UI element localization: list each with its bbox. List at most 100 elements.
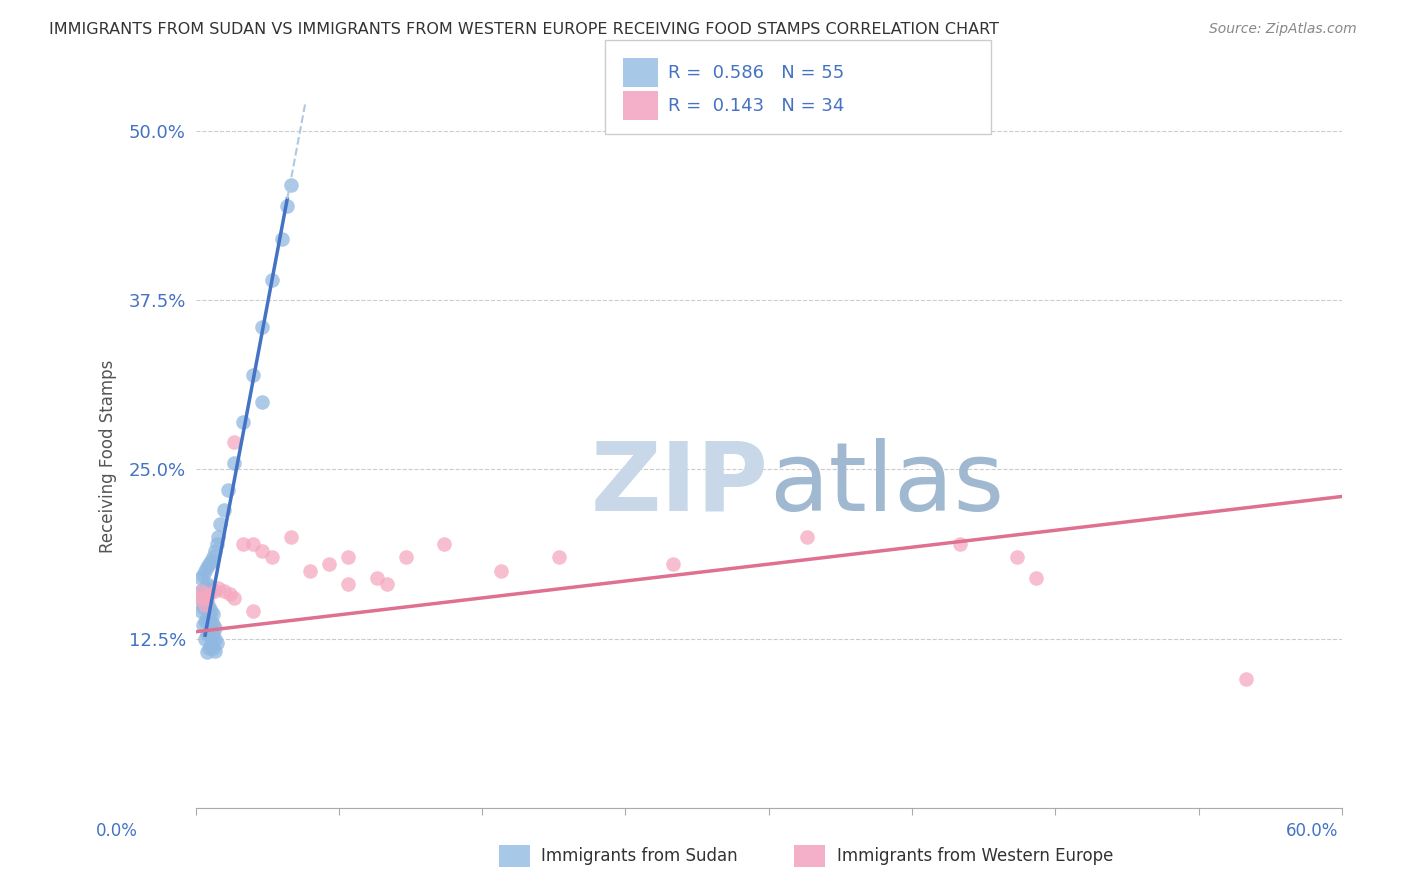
Point xyxy=(212,503,235,517)
Point xyxy=(200,622,222,636)
Point xyxy=(201,627,224,641)
Point xyxy=(193,568,215,582)
Point xyxy=(1005,550,1028,565)
Point xyxy=(194,564,217,578)
Point xyxy=(375,577,398,591)
Text: IMMIGRANTS FROM SUDAN VS IMMIGRANTS FROM WESTERN EUROPE RECEIVING FOOD STAMPS CO: IMMIGRANTS FROM SUDAN VS IMMIGRANTS FROM… xyxy=(49,22,1000,37)
Point xyxy=(198,557,221,571)
Point xyxy=(190,584,212,599)
Point xyxy=(188,591,211,605)
Point xyxy=(796,530,818,544)
Point xyxy=(193,587,215,601)
Point xyxy=(195,591,218,605)
Point xyxy=(204,632,226,646)
Point xyxy=(201,550,224,565)
Point xyxy=(198,600,221,615)
Text: Immigrants from Western Europe: Immigrants from Western Europe xyxy=(837,847,1114,865)
Point xyxy=(204,621,226,635)
Point xyxy=(260,550,283,565)
Point xyxy=(198,640,221,655)
Point xyxy=(190,571,212,585)
Point xyxy=(195,611,218,625)
Point xyxy=(190,605,212,619)
Point xyxy=(232,415,254,429)
Point xyxy=(200,584,222,599)
Point xyxy=(1234,672,1257,686)
Point xyxy=(276,199,298,213)
Point xyxy=(219,587,242,601)
Point xyxy=(194,598,217,612)
Point xyxy=(212,584,235,599)
Point xyxy=(194,632,217,646)
Point xyxy=(209,516,232,531)
Point xyxy=(252,543,274,558)
Point xyxy=(366,571,388,585)
Point xyxy=(222,435,245,450)
Point xyxy=(242,537,264,551)
Text: R =  0.143   N = 34: R = 0.143 N = 34 xyxy=(668,96,844,115)
Point xyxy=(194,614,217,628)
Text: Source: ZipAtlas.com: Source: ZipAtlas.com xyxy=(1209,22,1357,37)
Text: R =  0.586   N = 55: R = 0.586 N = 55 xyxy=(668,63,844,82)
Point xyxy=(198,624,221,639)
Point xyxy=(252,394,274,409)
Point xyxy=(242,368,264,382)
Text: 0.0%: 0.0% xyxy=(96,822,138,840)
Point xyxy=(198,587,221,601)
Point xyxy=(194,582,217,596)
Point xyxy=(200,605,222,619)
Point xyxy=(547,550,569,565)
Point xyxy=(188,591,211,605)
Point xyxy=(232,537,254,551)
Point xyxy=(242,605,264,619)
Point xyxy=(217,483,239,497)
Point xyxy=(299,564,322,578)
Point xyxy=(433,537,456,551)
Point xyxy=(198,608,221,623)
Point xyxy=(337,577,360,591)
Point xyxy=(318,557,340,571)
Text: ZIP: ZIP xyxy=(591,438,769,531)
Point xyxy=(252,320,274,334)
Text: Immigrants from Sudan: Immigrants from Sudan xyxy=(541,847,738,865)
Point xyxy=(337,550,360,565)
Point xyxy=(260,273,283,287)
Point xyxy=(949,537,972,551)
Y-axis label: Receiving Food Stamps: Receiving Food Stamps xyxy=(100,359,117,553)
Point xyxy=(1025,571,1047,585)
Point xyxy=(280,178,302,193)
Point xyxy=(195,559,218,574)
Point xyxy=(195,645,218,659)
Point xyxy=(193,600,215,615)
Point xyxy=(200,614,222,628)
Point xyxy=(201,607,224,622)
Point xyxy=(205,537,228,551)
Point xyxy=(207,530,229,544)
Point xyxy=(280,530,302,544)
Point xyxy=(195,627,218,641)
Point xyxy=(204,643,226,657)
Point xyxy=(204,584,226,599)
Text: 60.0%: 60.0% xyxy=(1286,822,1339,840)
Point xyxy=(205,635,228,649)
Point xyxy=(662,557,685,571)
Text: atlas: atlas xyxy=(769,438,1004,531)
Point xyxy=(200,638,222,652)
Point xyxy=(194,598,217,612)
Point xyxy=(190,584,212,599)
Point xyxy=(207,582,229,596)
Point xyxy=(195,577,218,591)
Point xyxy=(201,616,224,631)
Point xyxy=(193,618,215,632)
Point xyxy=(222,591,245,605)
Point xyxy=(222,456,245,470)
Point xyxy=(204,543,226,558)
Point xyxy=(201,640,224,655)
Point xyxy=(193,591,215,605)
Point xyxy=(198,580,221,594)
Point xyxy=(395,550,418,565)
Point xyxy=(195,595,218,609)
Point xyxy=(200,554,222,568)
Point xyxy=(270,232,292,246)
Point xyxy=(489,564,512,578)
